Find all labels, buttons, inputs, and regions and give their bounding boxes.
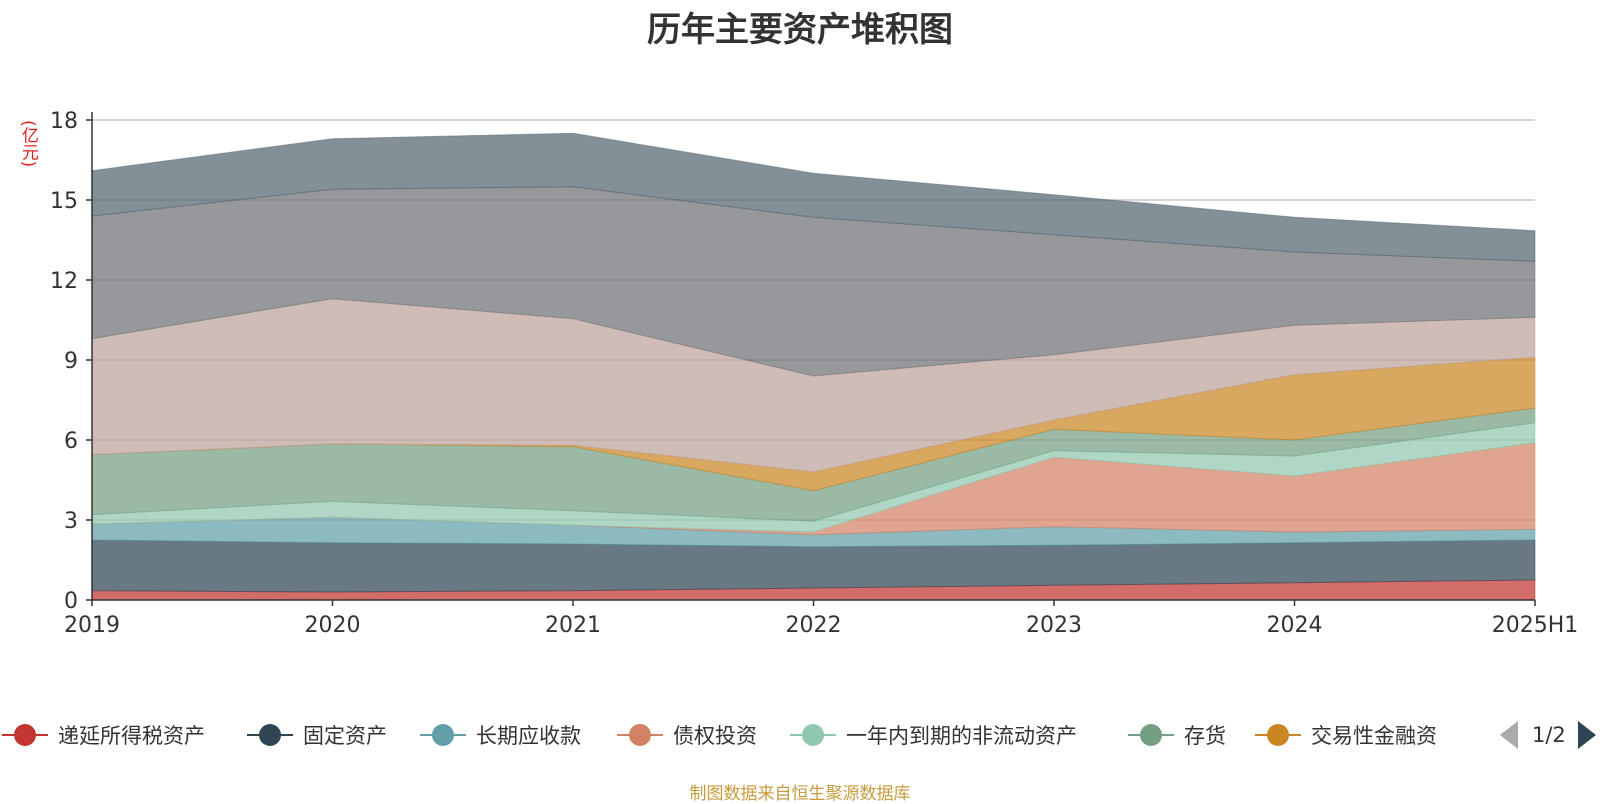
legend-label: 递延所得税资产 <box>58 724 205 748</box>
chart-title: 历年主要资产堆积图 <box>647 10 953 50</box>
legend-swatch-icon <box>615 715 665 755</box>
legend-label: 存货 <box>1184 724 1226 748</box>
legend-swatch-icon <box>788 715 838 755</box>
x-tick-label: 2025H1 <box>1492 613 1579 638</box>
legend-item[interactable]: 递延所得税资产 <box>0 715 205 755</box>
legend-next-page-icon[interactable] <box>1577 721 1596 749</box>
x-tick-label: 2023 <box>1026 613 1082 638</box>
y-axis-unit-label: (亿元) <box>18 120 38 168</box>
legend-swatch-icon <box>1253 715 1303 755</box>
legend-page-indicator: 1/2 <box>1532 723 1566 747</box>
legend-swatch-icon <box>418 715 468 755</box>
area-series-group <box>91 132 1536 601</box>
y-tick-label: 12 <box>50 269 78 294</box>
y-tick-label: 3 <box>64 509 78 534</box>
y-tick-label: 9 <box>64 349 78 374</box>
legend-label: 长期应收款 <box>476 724 581 748</box>
legend-swatch-icon <box>245 715 295 755</box>
x-tick-label: 2020 <box>305 613 361 638</box>
legend-label: 固定资产 <box>303 724 387 748</box>
legend-label: 交易性金融资 <box>1311 724 1437 748</box>
legend-label: 一年内到期的非流动资产 <box>846 724 1077 748</box>
legend-item[interactable]: 长期应收款 <box>418 715 581 755</box>
y-tick-label: 15 <box>50 189 78 214</box>
legend-item[interactable]: 固定资产 <box>245 715 387 755</box>
legend-prev-page-icon[interactable] <box>1500 721 1518 749</box>
legend-label: 债权投资 <box>673 724 757 748</box>
x-tick-label: 2022 <box>786 613 842 638</box>
y-tick-label: 6 <box>64 429 78 454</box>
stacked-area-chart: 0 3 6 9 12 15 18 2019 2020 2021 2022 2023 2024 2025H1 <box>50 109 1578 638</box>
legend-item[interactable]: 存货 <box>1126 715 1226 755</box>
source-note: 制图数据来自恒生聚源数据库 <box>689 784 911 804</box>
x-tick-label: 2019 <box>64 613 120 638</box>
legend-pager: 1/2 <box>1500 715 1596 755</box>
legend: 递延所得税资产 固定资产 长期应收款 债权投资 一年内到期的非流动资产 <box>0 715 1600 755</box>
legend-item[interactable]: 交易性金融资 <box>1253 715 1437 755</box>
area-series <box>91 132 1536 262</box>
legend-swatch-icon <box>0 715 50 755</box>
x-tick-label: 2024 <box>1267 613 1323 638</box>
y-tick-label: 18 <box>50 109 78 134</box>
legend-item[interactable]: 债权投资 <box>615 715 757 755</box>
x-tick-label: 2021 <box>545 613 601 638</box>
axes: 0 3 6 9 12 15 18 2019 2020 2021 2022 2023 2024 2025H1 <box>50 109 1578 638</box>
legend-swatch-icon <box>1126 715 1176 755</box>
y-tick-label: 0 <box>64 589 78 614</box>
legend-item[interactable]: 一年内到期的非流动资产 <box>788 715 1077 755</box>
